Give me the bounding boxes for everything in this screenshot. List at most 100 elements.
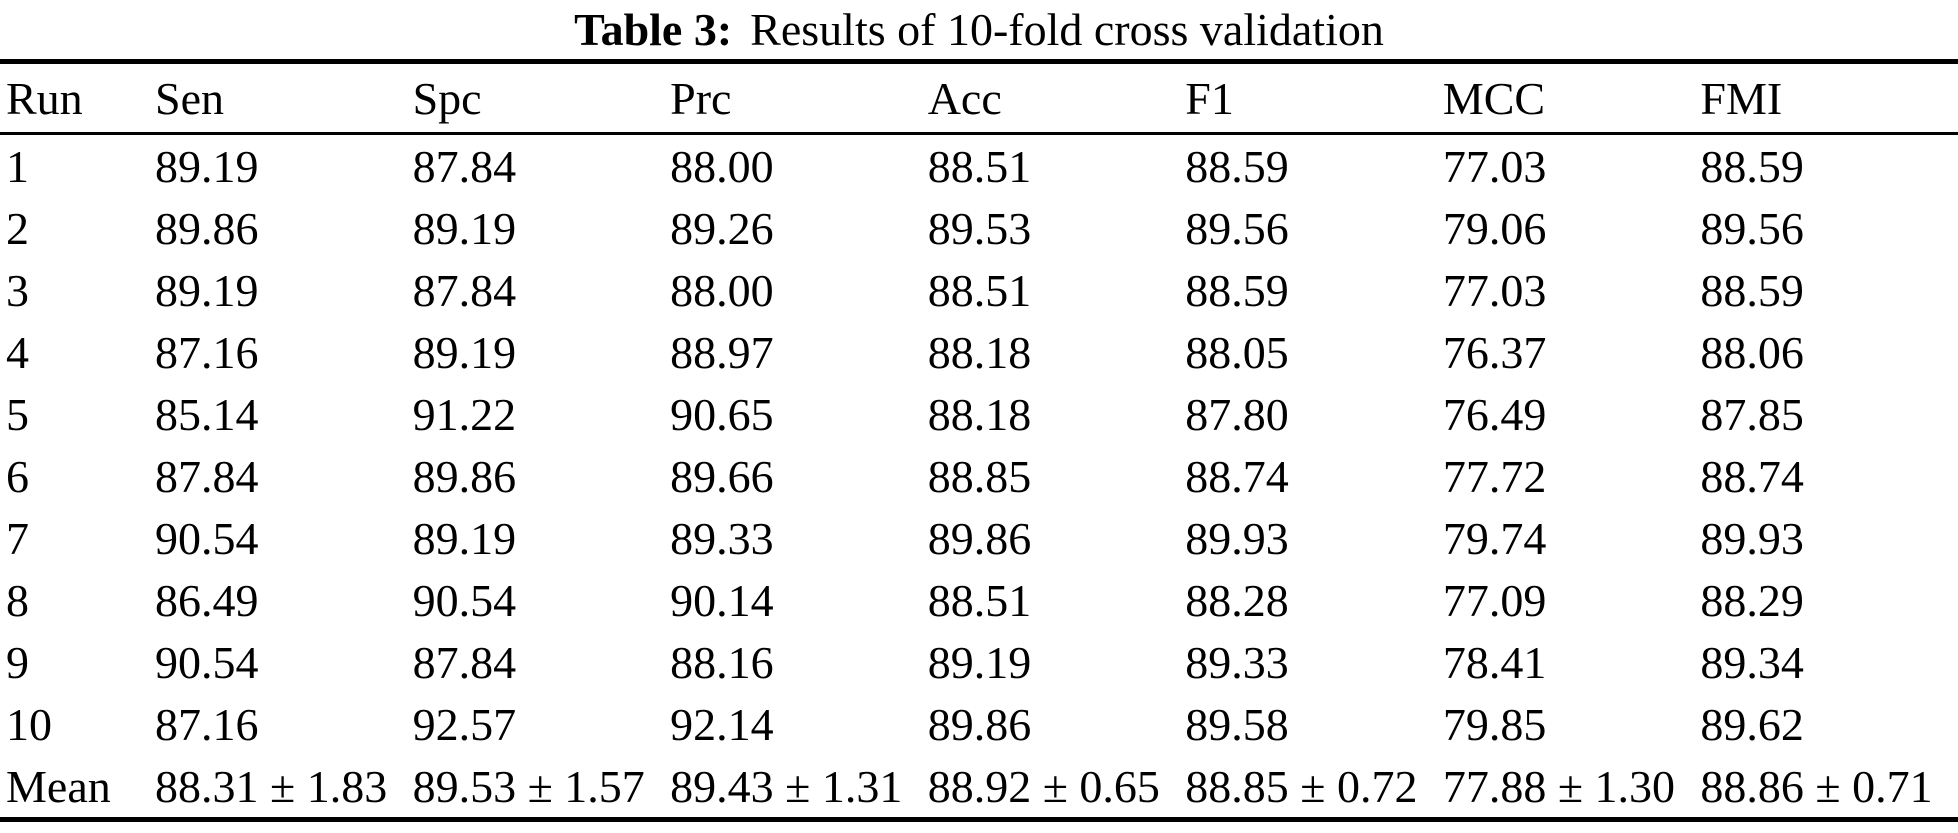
value-cell: 87.84 xyxy=(412,636,517,688)
value-cell: 89.53 xyxy=(927,202,1032,254)
column-header-sen: Sen xyxy=(155,61,413,135)
value-cell: 88.18 xyxy=(927,326,1032,378)
row-label-cell: 6 xyxy=(6,450,29,502)
value-cell: 87.84 xyxy=(412,264,517,316)
value-cell: 87.84 xyxy=(155,450,259,502)
value-cell: 87.80 xyxy=(1185,388,1289,440)
value-cell: 88.28 xyxy=(1185,574,1289,626)
value-cell: 79.06 xyxy=(1442,202,1547,254)
value-cell: 89.19 xyxy=(412,512,517,564)
table-row: 10 87.16 92.57 92.14 89.86 89.58 79.85 89.62 xyxy=(0,693,1958,755)
header-row: Run Sen Spc Prc Acc F1 MCC FMI xyxy=(0,61,1958,135)
value-cell: 88.05 xyxy=(1185,326,1289,378)
value-cell: 89.56 xyxy=(1700,202,1804,254)
value-cell: 89.58 xyxy=(1185,698,1289,750)
value-cell: 87.16 xyxy=(155,326,259,378)
row-label-cell: 3 xyxy=(6,264,29,316)
table-caption: Table 3: Results of 10-fold cross validat… xyxy=(0,0,1958,59)
row-label-cell: 10 xyxy=(6,698,52,750)
value-cell: 89.62 xyxy=(1700,698,1804,750)
value-cell: 77.03 xyxy=(1442,140,1547,192)
value-cell: 88.31 ± 1.83 xyxy=(155,760,388,812)
value-cell: 90.54 xyxy=(155,512,259,564)
table-row: 2 89.86 89.19 89.26 89.53 89.56 79.06 89.56 xyxy=(0,197,1958,259)
value-cell: 89.53 ± 1.57 xyxy=(412,760,645,812)
row-label-cell: Mean xyxy=(6,760,111,812)
value-cell: 88.06 xyxy=(1700,326,1804,378)
table-row: 6 87.84 89.86 89.66 88.85 88.74 77.72 88.74 xyxy=(0,445,1958,507)
value-cell: 89.93 xyxy=(1700,512,1804,564)
value-cell: 78.41 xyxy=(1442,636,1547,688)
row-label-cell: 5 xyxy=(6,388,29,440)
value-cell: 79.74 xyxy=(1442,512,1547,564)
table-row: 7 90.54 89.19 89.33 89.86 89.93 79.74 89.93 xyxy=(0,507,1958,569)
value-cell: 87.84 xyxy=(412,140,517,192)
value-cell: 89.86 xyxy=(927,512,1032,564)
value-cell: 90.14 xyxy=(670,574,774,626)
table-row: 3 89.19 87.84 88.00 88.51 88.59 77.03 88.59 xyxy=(0,259,1958,321)
column-header-acc: Acc xyxy=(927,61,1186,135)
value-cell: 88.59 xyxy=(1700,140,1804,192)
table-caption-text: Results of 10-fold cross validation xyxy=(750,4,1384,55)
value-cell: 88.16 xyxy=(670,636,774,688)
value-cell: 87.16 xyxy=(155,698,259,750)
value-cell: 88.00 xyxy=(670,264,774,316)
row-label-cell: 2 xyxy=(6,202,29,254)
value-cell: 89.19 xyxy=(412,326,517,378)
value-cell: 89.86 xyxy=(927,698,1032,750)
value-cell: 77.72 xyxy=(1442,450,1547,502)
value-cell: 76.37 xyxy=(1442,326,1547,378)
column-header-f1: F1 xyxy=(1185,61,1443,135)
value-cell: 88.00 xyxy=(670,140,774,192)
value-cell: 77.09 xyxy=(1442,574,1547,626)
value-cell: 88.92 ± 0.65 xyxy=(927,760,1160,812)
table-row: 1 89.19 87.84 88.00 88.51 88.59 77.03 88.59 xyxy=(0,134,1958,198)
row-label-cell: 8 xyxy=(6,574,29,626)
value-cell: 88.29 xyxy=(1700,574,1804,626)
row-label-cell: 7 xyxy=(6,512,29,564)
value-cell: 90.65 xyxy=(670,388,774,440)
value-cell: 89.33 xyxy=(670,512,774,564)
column-header-spc: Spc xyxy=(412,61,671,135)
row-label-cell: 4 xyxy=(6,326,29,378)
value-cell: 87.85 xyxy=(1700,388,1804,440)
table-row: 9 90.54 87.84 88.16 89.19 89.33 78.41 89.34 xyxy=(0,631,1958,693)
value-cell: 89.33 xyxy=(1185,636,1289,688)
value-cell: 89.19 xyxy=(155,140,259,192)
value-cell: 92.14 xyxy=(670,698,774,750)
value-cell: 76.49 xyxy=(1442,388,1547,440)
value-cell: 89.19 xyxy=(927,636,1032,688)
value-cell: 89.19 xyxy=(155,264,259,316)
value-cell: 88.74 xyxy=(1700,450,1804,502)
results-table: Run Sen Spc Prc Acc F1 MCC FMI 1 89.19 87.… xyxy=(0,59,1958,822)
value-cell: 89.56 xyxy=(1185,202,1289,254)
value-cell: 89.66 xyxy=(670,450,774,502)
table-row: 5 85.14 91.22 90.65 88.18 87.80 76.49 87.85 xyxy=(0,383,1958,445)
value-cell: 91.22 xyxy=(412,388,517,440)
value-cell: 89.26 xyxy=(670,202,774,254)
value-cell: 90.54 xyxy=(155,636,259,688)
column-header-mcc: MCC xyxy=(1442,61,1701,135)
value-cell: 88.74 xyxy=(1185,450,1289,502)
value-cell: 79.85 xyxy=(1442,698,1547,750)
value-cell: 89.93 xyxy=(1185,512,1289,564)
value-cell: 88.18 xyxy=(927,388,1032,440)
value-cell: 88.86 ± 0.71 xyxy=(1700,760,1933,812)
value-cell: 88.59 xyxy=(1185,140,1289,192)
value-cell: 89.86 xyxy=(412,450,517,502)
value-cell: 77.03 xyxy=(1442,264,1547,316)
row-label-cell: 9 xyxy=(6,636,29,688)
value-cell: 90.54 xyxy=(412,574,517,626)
value-cell: 89.34 xyxy=(1700,636,1804,688)
value-cell: 86.49 xyxy=(155,574,259,626)
value-cell: 88.51 xyxy=(927,264,1032,316)
value-cell: 92.57 xyxy=(412,698,517,750)
value-cell: 85.14 xyxy=(155,388,259,440)
value-cell: 88.85 ± 0.72 xyxy=(1185,760,1418,812)
column-header-prc: Prc xyxy=(670,61,928,135)
value-cell: 89.86 xyxy=(155,202,259,254)
value-cell: 77.88 ± 1.30 xyxy=(1442,760,1676,812)
column-header-run: Run xyxy=(0,61,155,135)
value-cell: 88.51 xyxy=(927,140,1032,192)
